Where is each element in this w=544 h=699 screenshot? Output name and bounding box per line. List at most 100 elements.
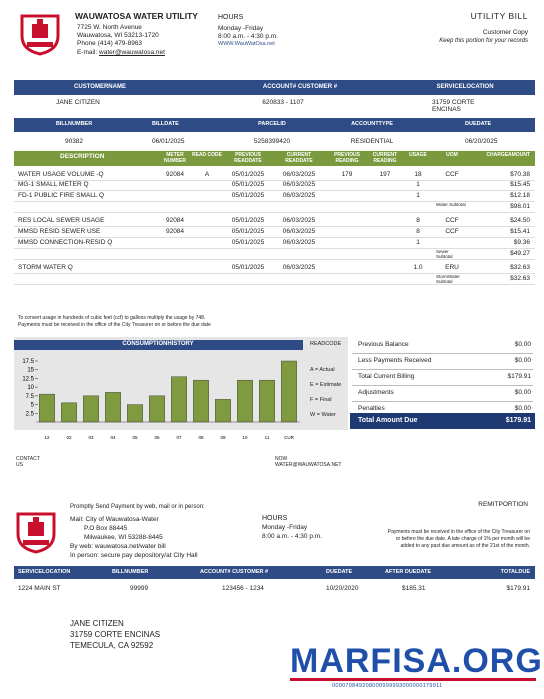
- contact-email[interactable]: WATER@WAUWATOSA.NET: [275, 462, 342, 468]
- charge-cell: 92084: [165, 217, 185, 224]
- summary-label: Penalties: [358, 405, 385, 412]
- x-tick-label: 12: [44, 435, 50, 440]
- x-tick-label: 08: [198, 435, 204, 440]
- subtotal-label: Water Subtotal: [436, 202, 466, 207]
- charge-cell: 05/01/2025: [231, 171, 265, 178]
- column-header: ACCOUNT# CUSTOMER #: [262, 84, 338, 90]
- remit-value: 1224 MAIN ST: [18, 585, 61, 592]
- mailing-city: TEMECULA, CA 92592: [70, 641, 154, 650]
- x-tick-label: 09: [220, 435, 226, 440]
- summary-rule: [352, 385, 533, 386]
- charge-cell: CCF: [445, 171, 459, 178]
- charge-cell: MMSD RESID SEWER USE: [18, 228, 101, 235]
- charge-cell: STORM WATER Q: [18, 264, 73, 271]
- bar: [259, 379, 275, 423]
- remit-mail: By web: wauwatosa.net/water bill: [70, 543, 166, 550]
- hours: Monday -Friday: [262, 524, 308, 531]
- x-tick-label: 05: [132, 435, 138, 440]
- column-header: READ CODE: [191, 152, 222, 158]
- readcode-item: E = Estimate: [310, 382, 342, 388]
- column-header: BILLNUMBER: [112, 569, 149, 575]
- column-header: CURRENT READDATE: [285, 152, 313, 164]
- row-divider: [14, 259, 535, 260]
- charge-cell: $24.50: [510, 217, 530, 224]
- column-header: CUSTOMERNAME: [74, 84, 126, 90]
- x-tick-label: 06: [154, 435, 160, 440]
- remit-value: $185.31: [402, 585, 426, 592]
- charge-cell: FD-1 PUBLIC FIRE SMALL Q: [18, 192, 105, 199]
- bar: [39, 393, 55, 423]
- column-header: BILLNUMBER: [55, 121, 93, 127]
- row-divider: [14, 226, 535, 227]
- x-tick-label: 11: [265, 435, 270, 440]
- charge-cell: MMSD CONNECTION-RESID Q: [18, 239, 113, 246]
- address-line: 7725 W. North Avenue: [77, 24, 142, 31]
- x-tick-label: 10: [242, 435, 248, 440]
- y-tick-label: 15: [27, 368, 34, 374]
- doc-title: UTILITY BILL: [470, 11, 528, 21]
- mailing-street: 31759 CORTE ENCINAS: [70, 630, 161, 639]
- now-label: NOW: [275, 456, 288, 462]
- hours: 8:00 a.m. - 4:30 p.m.: [262, 533, 322, 540]
- charge-cell: 18: [414, 171, 422, 178]
- charge-cell: $9.36: [513, 239, 530, 246]
- charge-cell: 05/01/2025: [231, 192, 265, 199]
- account-value: JANE CITIZEN: [56, 99, 100, 106]
- y-tick-label: 7.5: [26, 394, 35, 400]
- bar: [237, 379, 253, 423]
- mailing-name: JANE CITIZEN: [70, 619, 124, 628]
- bar: [61, 402, 77, 423]
- readcode-item: W = Water: [310, 412, 336, 418]
- charge-cell: 1: [416, 239, 420, 246]
- column-header: TOTALDUE: [500, 569, 530, 575]
- charge-cell: 179: [341, 171, 353, 178]
- contact-label: CONTACT: [16, 456, 40, 462]
- charge-cell: $15.45: [510, 181, 530, 188]
- summary-amount: $0.00: [514, 405, 531, 412]
- readcode-title: READCODE: [310, 341, 342, 347]
- x-tick-label: CUR: [284, 435, 294, 440]
- charges-header-bar: [14, 151, 535, 166]
- row-divider: [14, 273, 535, 274]
- remit-value: 123456 - 1234: [222, 585, 264, 592]
- row-divider: [14, 284, 535, 285]
- org-name: WAUWATOSA WATER UTILITY: [75, 11, 198, 21]
- y-tick-label: 10: [27, 385, 34, 391]
- charge-cell: 06/03/2025: [282, 217, 316, 224]
- readcode-item: A = Actual: [310, 367, 335, 373]
- row-divider: [14, 201, 535, 202]
- remit-mail: In person: secure pay depository/at City…: [70, 552, 198, 559]
- header-bar: [14, 118, 535, 132]
- row-divider: [14, 190, 535, 191]
- city-logo: [16, 512, 56, 554]
- y-tick-label: 12.5: [22, 376, 34, 382]
- x-tick-label: 03: [88, 435, 94, 440]
- charge-cell: 05/01/2025: [231, 228, 265, 235]
- charge-cell: 05/01/2025: [231, 181, 265, 188]
- bar: [83, 395, 99, 423]
- charge-cell: $70.38: [510, 171, 530, 178]
- header-bar: [14, 80, 535, 95]
- column-header: METER NUMBER: [164, 152, 186, 164]
- charge-cell: 92084: [165, 171, 185, 178]
- email: E-mail: water@wauwatosa.net: [77, 49, 165, 56]
- bar: [149, 395, 165, 423]
- y-tick-label: 5: [31, 403, 35, 409]
- watermark: MARFISA.ORG: [290, 642, 543, 680]
- y-tick-label: 2.5: [26, 411, 35, 417]
- charge-cell: RES LOCAL SEWER USAGE: [18, 217, 105, 224]
- charge-cell: 1: [416, 181, 420, 188]
- website[interactable]: WWW.WauWatOsa.net: [218, 41, 275, 47]
- remit-note: Payments must be received in the office …: [387, 529, 530, 535]
- charge-cell: WATER USAGE VOLUME -Q: [18, 171, 104, 178]
- bar: [193, 379, 209, 423]
- remit-mail: Milwaukee, WI 53288-8445: [84, 534, 163, 541]
- address-line: Wauwatosa, WI 53213-1720: [77, 32, 159, 39]
- bar: [215, 399, 231, 423]
- total-amount: $179.91: [505, 417, 531, 424]
- charge-cell: A: [204, 171, 210, 178]
- column-header: PARCELID: [258, 121, 286, 127]
- email-link[interactable]: water@wauwatosa.net: [99, 49, 165, 56]
- charge-cell: 06/03/2025: [282, 228, 316, 235]
- email-label: E-mail:: [77, 49, 98, 56]
